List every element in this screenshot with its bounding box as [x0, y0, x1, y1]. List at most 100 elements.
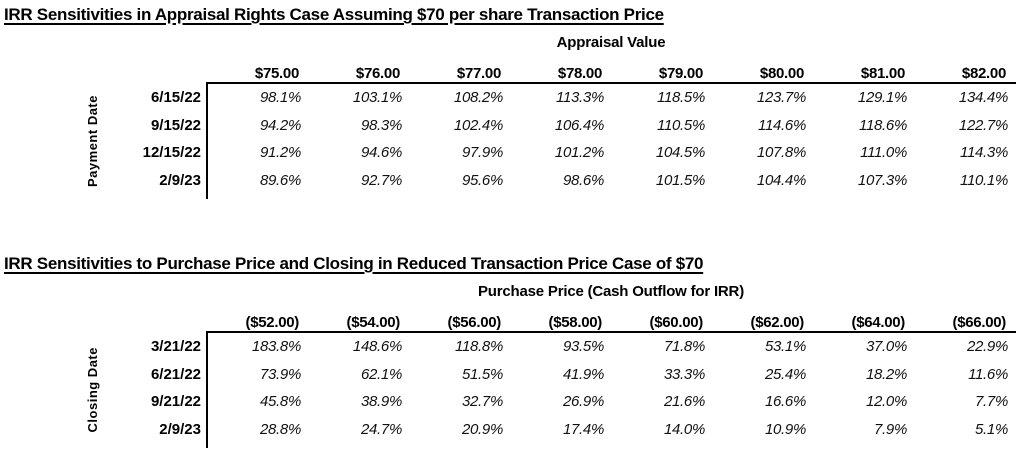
column-header: ($52.00)	[245, 314, 300, 331]
appraisal-rights-table: IRR Sensitivities in Appraisal Rights Ca…	[4, 0, 1024, 199]
column-header: $82.00	[961, 65, 1006, 82]
column-header: ($64.00)	[851, 314, 906, 331]
value-cell: 14.0%	[663, 420, 705, 438]
group-header: Appraisal Value	[556, 34, 666, 51]
value-cell: 118.8%	[455, 338, 503, 355]
column-header: $80.00	[759, 65, 804, 82]
value-cell: 5.1%	[975, 420, 1008, 438]
value-cell: 28.8%	[259, 420, 301, 438]
value-cell: 95.6%	[461, 171, 503, 189]
group-header-spacer	[4, 34, 206, 56]
row-label: 3/21/22	[150, 338, 201, 355]
value-cell: 53.1%	[764, 338, 806, 355]
value-cell: 104.4%	[756, 171, 806, 189]
column-header: $78.00	[557, 65, 602, 82]
column-header: ($58.00)	[548, 314, 603, 331]
value-cell: 102.4%	[453, 116, 503, 134]
value-cell: 118.5%	[657, 89, 705, 106]
row-axis-label: Payment Date	[85, 94, 100, 187]
value-cell: 33.3%	[663, 365, 705, 383]
value-cell: 103.1%	[352, 89, 402, 106]
row-label-column: 6/15/22 9/15/22 12/15/22 2/9/23	[100, 82, 206, 199]
table-row: 183.8% 148.6% 118.8% 93.5% 71.8% 53.1% 37.0% 22…	[208, 333, 1016, 361]
table-row: 94.2% 98.3% 102.4% 106.4% 110.5% 114.6% 118.6%…	[208, 112, 1016, 140]
row-label-column: 3/21/22 6/21/22 9/21/22 2/9/23	[100, 331, 206, 448]
group-header-row: Purchase Price (Cash Outflow for IRR)	[4, 283, 1024, 305]
value-cell: 183.8%	[251, 338, 301, 355]
row-axis-label: Closing Date	[85, 346, 100, 433]
value-cell: 113.3%	[556, 89, 604, 106]
column-header: $77.00	[456, 65, 501, 82]
value-cell: 7.9%	[874, 420, 907, 438]
column-header: $76.00	[355, 65, 400, 82]
value-cell: 98.1%	[259, 89, 301, 106]
column-header: ($56.00)	[447, 314, 502, 331]
values-grid: 183.8% 148.6% 118.8% 93.5% 71.8% 53.1% 37.0% 22…	[206, 331, 1016, 448]
value-cell: 111.0%	[860, 144, 907, 161]
value-cell: 94.6%	[360, 144, 402, 161]
value-cell: 98.6%	[562, 171, 604, 189]
value-cell: 134.4%	[958, 89, 1008, 106]
value-cell: 106.4%	[554, 116, 604, 134]
value-cell: 41.9%	[562, 365, 604, 383]
value-cell: 26.9%	[562, 393, 604, 410]
value-cell: 11.6%	[968, 365, 1008, 383]
value-cell: 101.5%	[655, 171, 705, 189]
row-label: 6/21/22	[150, 365, 201, 383]
column-header-row: $75.00 $76.00 $77.00 $78.00 $79.00 $80.00 $81.…	[4, 56, 1024, 82]
row-label: 2/9/23	[159, 420, 201, 438]
column-header: ($62.00)	[750, 314, 805, 331]
row-label: 12/15/22	[142, 144, 201, 161]
table-body: Closing Date 3/21/22 6/21/22 9/21/22 2/9/23…	[4, 331, 1024, 448]
table-row: 98.1% 103.1% 108.2% 113.3% 118.5% 123.7% 129.1…	[208, 84, 1016, 112]
value-cell: 104.5%	[655, 144, 705, 161]
table-row: 91.2% 94.6% 97.9% 101.2% 104.5% 107.8% 111.0% 1…	[208, 139, 1016, 167]
value-cell: 110.1%	[960, 171, 1008, 189]
value-cell: 51.5%	[461, 365, 503, 383]
value-cell: 118.6%	[859, 116, 907, 134]
column-header: $81.00	[860, 65, 905, 82]
value-cell: 10.9%	[764, 420, 806, 438]
value-cell: 37.0%	[865, 338, 907, 355]
value-cell: 93.5%	[562, 338, 604, 355]
table-body: Payment Date 6/15/22 9/15/22 12/15/22 2/9/2…	[4, 82, 1024, 199]
value-cell: 25.4%	[764, 365, 806, 383]
table-row: 28.8% 24.7% 20.9% 17.4% 14.0% 10.9% 7.9% 5.1%	[208, 416, 1016, 444]
value-cell: 92.7%	[360, 171, 402, 189]
value-cell: 18.2%	[865, 365, 907, 383]
column-header: ($54.00)	[346, 314, 401, 331]
table-title: IRR Sensitivities in Appraisal Rights Ca…	[4, 5, 664, 24]
value-cell: 101.2%	[554, 144, 604, 161]
value-cell: 122.7%	[958, 116, 1008, 134]
value-cell: 98.3%	[360, 116, 402, 134]
value-cell: 12.0%	[865, 393, 907, 410]
column-header: ($66.00)	[952, 314, 1007, 331]
column-header: $75.00	[254, 65, 299, 82]
value-cell: 114.3%	[960, 144, 1008, 161]
value-cell: 107.3%	[857, 171, 907, 189]
value-cell: 22.9%	[966, 338, 1008, 355]
value-cell: 148.6%	[352, 338, 402, 355]
value-cell: 89.6%	[259, 171, 301, 189]
value-cell: 20.9%	[461, 420, 503, 438]
row-axis-cell: Closing Date	[4, 331, 100, 448]
value-cell: 114.6%	[758, 116, 806, 134]
value-cell: 110.5%	[657, 116, 705, 134]
row-label: 9/21/22	[150, 393, 201, 410]
value-cell: 45.8%	[259, 393, 301, 410]
value-cell: 7.7%	[975, 393, 1008, 410]
value-cell: 21.6%	[663, 393, 705, 410]
values-grid: 98.1% 103.1% 108.2% 113.3% 118.5% 123.7% 129.1…	[206, 82, 1016, 199]
value-cell: 16.6%	[764, 393, 806, 410]
value-cell: 71.8%	[663, 338, 705, 355]
table-row: 73.9% 62.1% 51.5% 41.9% 33.3% 25.4% 18.2% 11.6%	[208, 361, 1016, 389]
row-label: 9/15/22	[150, 116, 201, 134]
row-label: 2/9/23	[159, 171, 201, 189]
row-axis-cell: Payment Date	[4, 82, 100, 199]
value-cell: 32.7%	[461, 393, 503, 410]
value-cell: 24.7%	[360, 420, 402, 438]
value-cell: 129.1%	[857, 89, 907, 106]
table-row: 89.6% 92.7% 95.6% 98.6% 101.5% 104.4% 107.3% 11…	[208, 167, 1016, 195]
row-label: 6/15/22	[150, 89, 201, 106]
